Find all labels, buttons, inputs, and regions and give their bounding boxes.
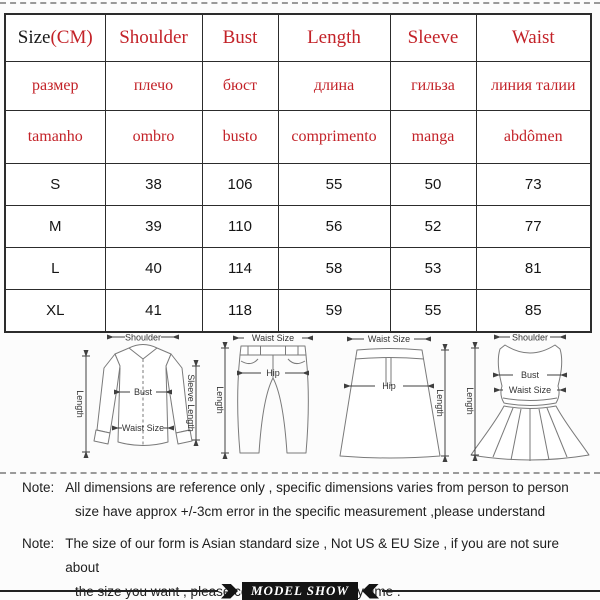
chevron-right-icon — [221, 583, 238, 599]
value-cell: 38 — [104, 163, 203, 206]
value-cell: 55 — [277, 163, 391, 206]
header-cell-ru: плечо — [104, 61, 203, 111]
value-cell: 81 — [475, 247, 592, 290]
pants-length-label: Length — [215, 386, 225, 414]
size-cell: XL — [4, 289, 106, 333]
header-cell-en: Waist — [475, 13, 592, 62]
header-row-ru: размер плечо бюст длина гильза линия тал… — [4, 61, 592, 111]
middle-dashed-divider — [0, 472, 600, 474]
value-cell: 52 — [389, 205, 477, 248]
header-cell-en: Shoulder — [104, 13, 203, 62]
value-cell: 39 — [104, 205, 203, 248]
header-cell-ru: длина — [277, 61, 391, 111]
value-cell: 53 — [389, 247, 477, 290]
banner-title: MODEL SHOW — [242, 581, 359, 600]
header-cell-en: Length — [277, 13, 391, 62]
header-cell-pt: tamanho — [4, 110, 106, 164]
value-cell: 118 — [201, 289, 279, 333]
banner-line-left — [0, 590, 218, 592]
shirt-length-label: Length — [75, 390, 85, 418]
shirt-bust-label: Bust — [134, 387, 153, 397]
value-cell: 40 — [104, 247, 203, 290]
header-cell-en: Sleeve — [389, 13, 477, 62]
skirt-waist-label: Waist Size — [368, 334, 410, 344]
dress-length-label: Length — [465, 387, 475, 415]
top-dashed-divider — [0, 2, 600, 4]
shirt-sleeve-length-label: Sleeve Length — [186, 374, 196, 432]
header-cell-ru: бюст — [201, 61, 279, 111]
size-cell: M — [4, 205, 106, 248]
table-row-s: S 38 106 55 50 73 — [4, 163, 592, 206]
header-cell-ru: гильза — [389, 61, 477, 111]
model-show-banner: MODEL SHOW — [0, 581, 600, 600]
dress-diagram: Shoulder Bust Waist Size Length — [465, 333, 590, 461]
value-cell: 50 — [389, 163, 477, 206]
pants-hip-label: Hip — [266, 368, 280, 378]
skirt-diagram: Waist Size Hip Length — [339, 334, 449, 462]
shirt-waist-label: Waist Size — [122, 423, 164, 433]
header-cell-en: Bust — [201, 13, 279, 62]
value-cell: 110 — [201, 205, 279, 248]
header-row-pt: tamanho ombro busto comprimento manga ab… — [4, 110, 592, 164]
note-text: size have approx +/-3cm error in the spe… — [75, 504, 546, 519]
banner-line-right — [382, 590, 600, 592]
size-unit-label: (CM) — [50, 27, 93, 48]
value-cell: 85 — [475, 289, 592, 333]
note-text: All dimensions are reference only , spec… — [65, 480, 569, 495]
dress-waist-label: Waist Size — [509, 385, 551, 395]
dress-bust-label: Bust — [521, 370, 540, 380]
shirt-shoulder-label: Shoulder — [125, 333, 161, 343]
table-row-xl: XL 41 118 59 55 85 — [4, 289, 592, 333]
note-label: Note: — [22, 480, 55, 495]
measurement-diagrams: Shoulder Bust Waist Size Length Sleeve L… — [0, 328, 600, 472]
size-cell: S — [4, 163, 106, 206]
note-text: The size of our form is Asian standard s… — [65, 536, 559, 575]
value-cell: 55 — [389, 289, 477, 333]
dress-shoulder-label: Shoulder — [512, 333, 548, 343]
size-table: Size(CM) Shoulder Bust Length Sleeve Wai… — [4, 13, 592, 333]
header-cell-pt: manga — [389, 110, 477, 164]
value-cell: 114 — [201, 247, 279, 290]
value-cell: 59 — [277, 289, 391, 333]
chevron-left-icon — [362, 583, 380, 599]
pants-waist-label: Waist Size — [252, 333, 294, 343]
table-row-l: L 40 114 58 53 81 — [4, 247, 592, 290]
value-cell: 106 — [201, 163, 279, 206]
pants-diagram: Waist Size Hip Length — [215, 333, 313, 459]
size-label: Size — [17, 27, 51, 48]
header-cell-pt: ombro — [104, 110, 203, 164]
note-dimensions: Note: All dimensions are reference only … — [22, 476, 588, 524]
value-cell: 56 — [277, 205, 391, 248]
skirt-hip-label: Hip — [382, 381, 396, 391]
size-cell: L — [4, 247, 106, 290]
value-cell: 77 — [475, 205, 592, 248]
header-cell-pt: comprimento — [277, 110, 391, 164]
header-cell-pt: abdômen — [475, 110, 592, 164]
header-cell-size: Size(CM) — [4, 13, 106, 62]
skirt-length-label: Length — [435, 389, 445, 417]
header-cell-ru: линия талии — [475, 61, 592, 111]
shirt-diagram: Shoulder Bust Waist Size Length Sleeve L… — [75, 333, 200, 458]
value-cell: 58 — [277, 247, 391, 290]
header-cell-pt: busto — [201, 110, 279, 164]
note-label: Note: — [22, 536, 55, 551]
table-row-m: M 39 110 56 52 77 — [4, 205, 592, 248]
value-cell: 73 — [475, 163, 592, 206]
header-row-en: Size(CM) Shoulder Bust Length Sleeve Wai… — [4, 13, 592, 62]
header-cell-ru: размер — [4, 61, 106, 111]
value-cell: 41 — [104, 289, 203, 333]
